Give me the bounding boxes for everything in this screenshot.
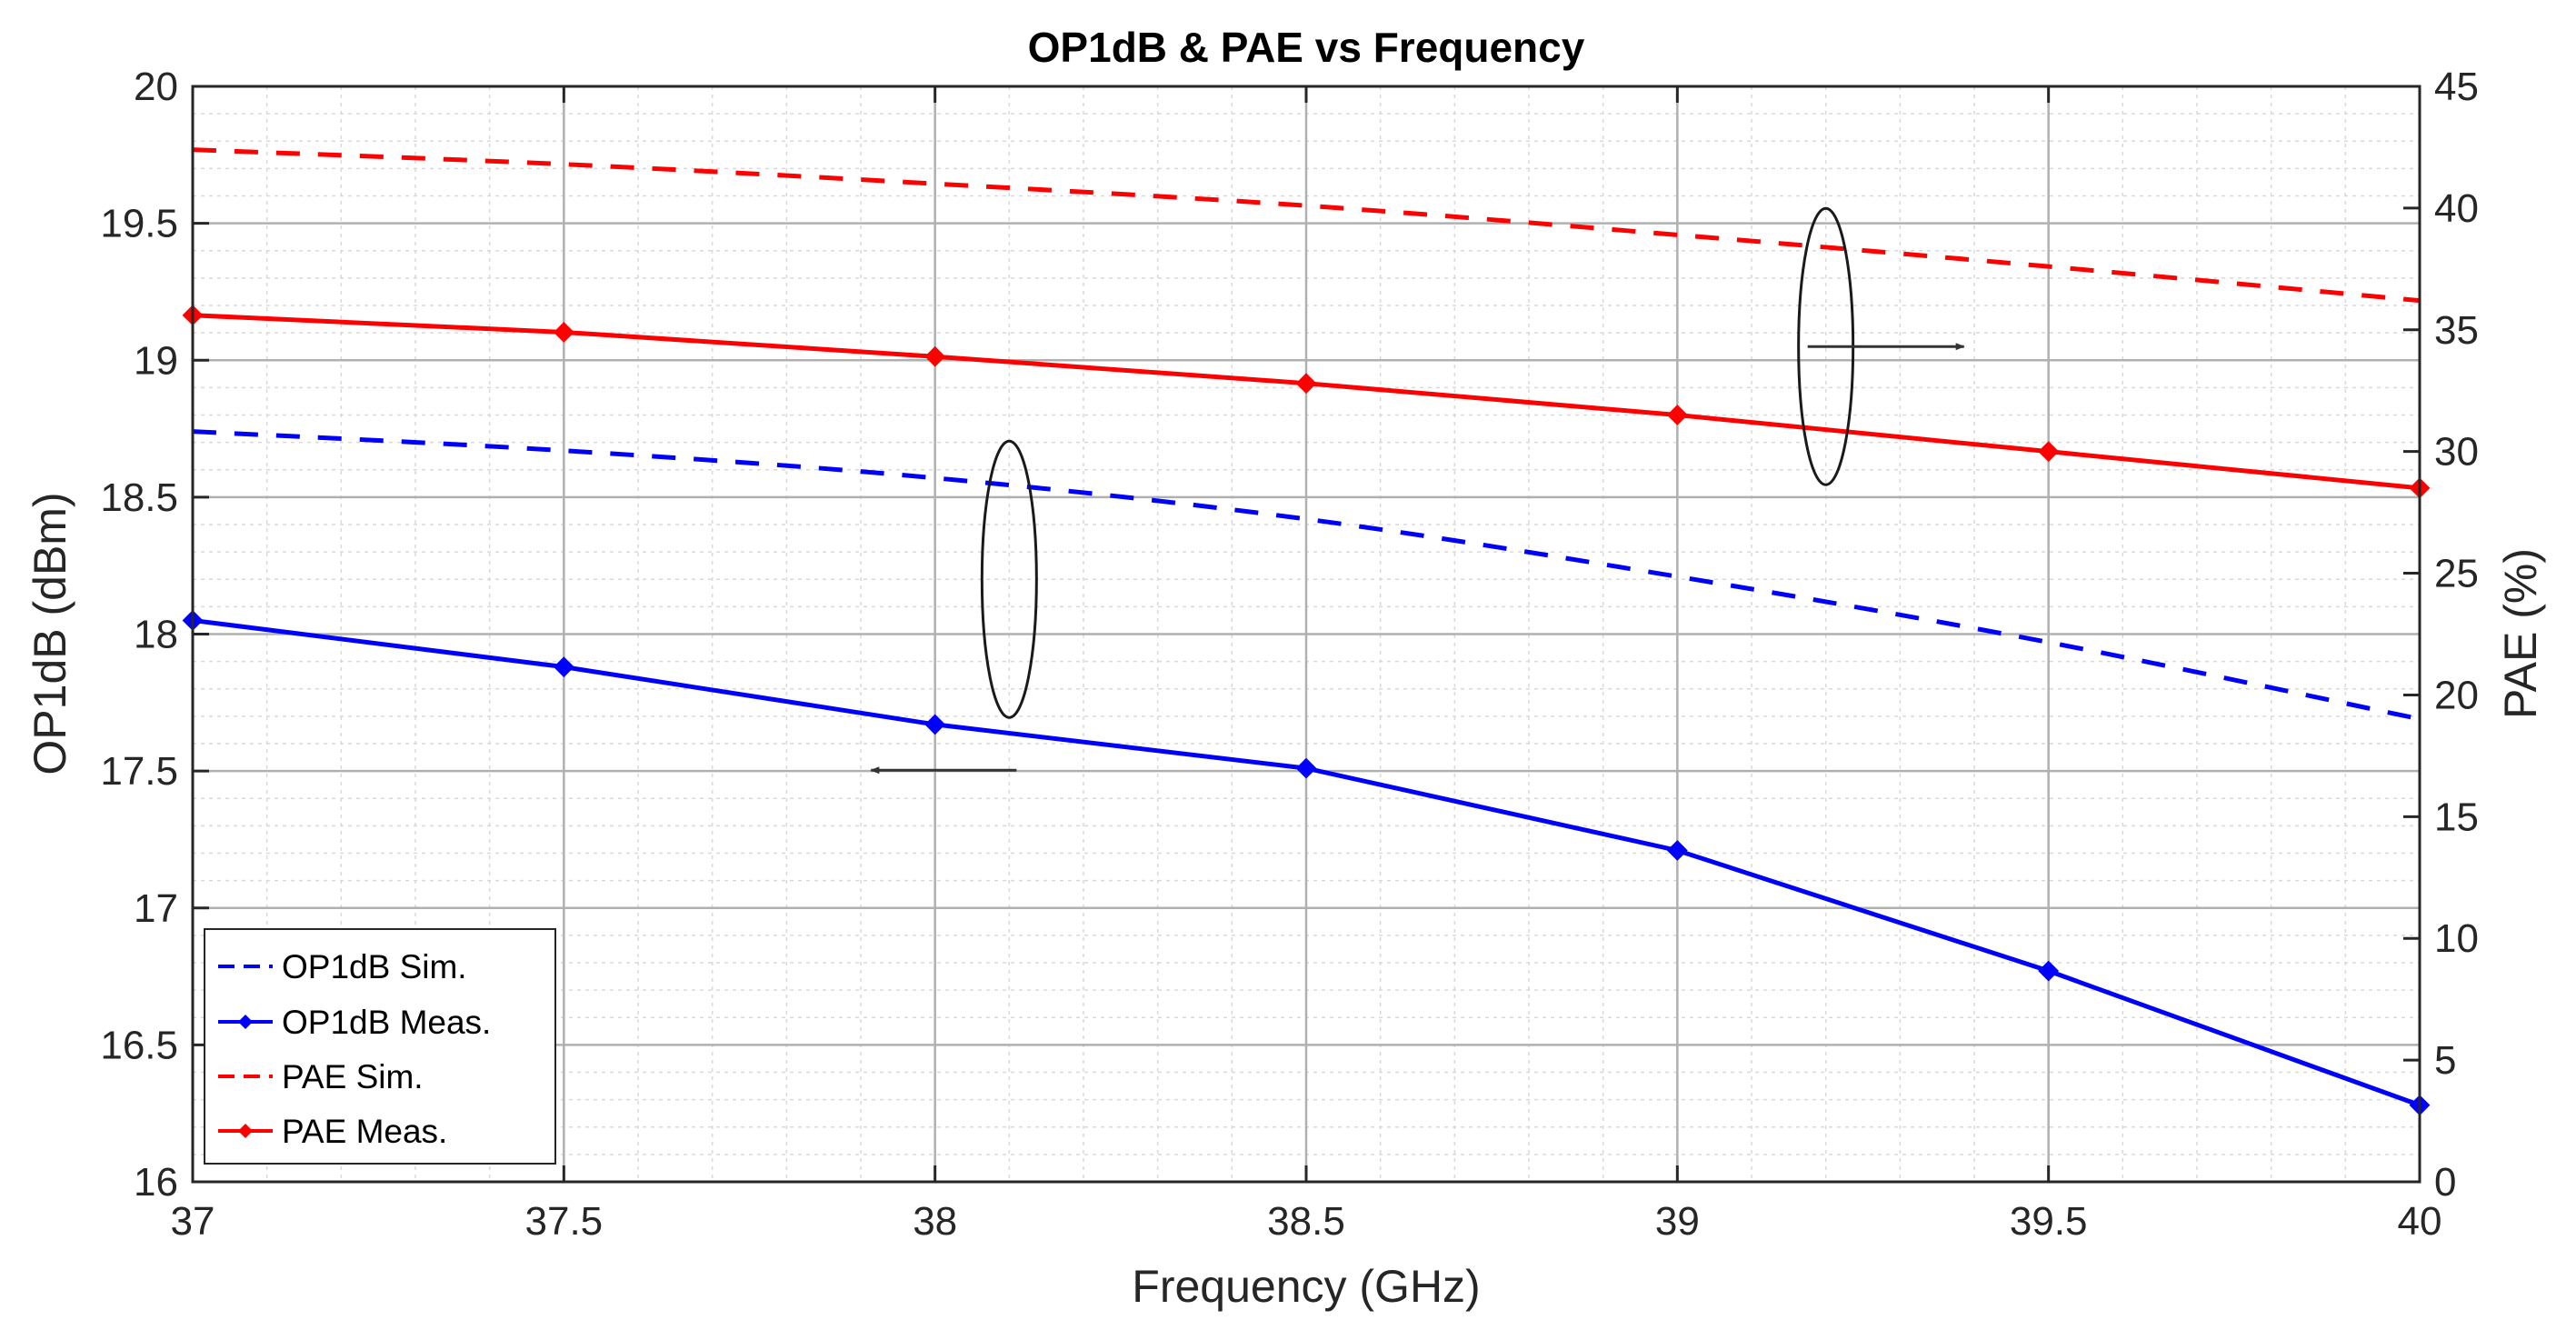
y-tick-label-right: 40	[2434, 186, 2479, 231]
x-tick-label: 37	[171, 1199, 215, 1244]
legend-item: OP1dB Sim.	[218, 948, 467, 985]
legend-item: PAE Meas.	[218, 1113, 447, 1150]
legend-label-pae-sim: PAE Sim.	[282, 1058, 424, 1095]
legend-marker-pae-meas	[238, 1124, 253, 1138]
data-point-op1db-meas	[1295, 757, 1317, 779]
data-point-pae-meas	[2038, 441, 2060, 463]
x-tick-label: 37.5	[525, 1199, 604, 1244]
legend: OP1dB Sim. OP1dB Meas. PAE Sim. PAE Meas…	[204, 928, 556, 1165]
y-tick-label-left: 20	[134, 65, 178, 109]
x-axis-label: Frequency (GHz)	[1132, 1261, 1480, 1312]
y-axis-label-left: OP1dB (dBm)	[25, 492, 75, 775]
legend-box	[204, 928, 556, 1165]
data-point-op1db-meas	[2038, 960, 2060, 982]
data-point-pae-meas	[924, 345, 946, 367]
y-tick-label-right: 5	[2434, 1038, 2456, 1083]
chart-title: OP1dB & PAE vs Frequency	[1028, 24, 1585, 71]
legend-label-op1db-sim: OP1dB Sim.	[282, 948, 467, 985]
y-tick-label-right: 20	[2434, 673, 2479, 717]
y-tick-label-right: 15	[2434, 795, 2479, 839]
y-tick-label-right: 10	[2434, 916, 2479, 961]
y-axis-label-right: PAE (%)	[2495, 548, 2546, 719]
legend-label-pae-meas: PAE Meas.	[282, 1113, 447, 1150]
y-tick-label-right: 35	[2434, 308, 2479, 353]
x-tick-label: 40	[2398, 1199, 2442, 1244]
y-tick-label-left: 17	[134, 886, 178, 931]
series-line-pae-sim	[192, 147, 2421, 304]
data-point-pae-meas	[1295, 373, 1317, 395]
y-tick-label-right: 25	[2434, 552, 2479, 596]
x-tick-label: 39.5	[2010, 1199, 2088, 1244]
legend-item: PAE Sim.	[218, 1058, 424, 1095]
y-tick-label-left: 16.5	[100, 1023, 178, 1067]
data-point-pae-meas	[1666, 405, 1688, 425]
y-tick-label-left: 18	[134, 613, 178, 657]
y-tick-label-left: 16	[134, 1160, 178, 1205]
legend-label-op1db-meas: OP1dB Meas.	[282, 1004, 491, 1041]
y-tick-label-right: 45	[2434, 65, 2479, 109]
legend-marker-op1db-meas	[238, 1015, 253, 1029]
legend-item: OP1dB Meas.	[218, 1004, 491, 1041]
data-point-op1db-meas	[1666, 840, 1688, 861]
x-tick-label: 38	[913, 1199, 957, 1244]
annotation-layer	[870, 206, 1965, 775]
data-point-op1db-meas	[924, 714, 946, 735]
x-tick-label: 39	[1655, 1199, 1700, 1244]
annotation-ellipse	[980, 439, 1038, 719]
x-tick-label: 38.5	[1267, 1199, 1345, 1244]
data-point-op1db-meas	[553, 656, 574, 678]
data-point-pae-meas	[553, 322, 574, 343]
y-tick-label-right: 0	[2434, 1160, 2456, 1205]
y-tick-label-left: 19.5	[100, 202, 178, 246]
y-tick-label-left: 19	[134, 338, 178, 383]
y-tick-label-right: 30	[2434, 430, 2479, 475]
y-tick-label-left: 18.5	[100, 475, 178, 520]
tick-layer: 37 37.5 38 38.5 39 39.5 40 16 16.5 17 17.5 18 18.5 19…	[100, 65, 2479, 1244]
y-tick-label-left: 17.5	[100, 749, 178, 794]
series-layer	[182, 147, 2431, 1116]
